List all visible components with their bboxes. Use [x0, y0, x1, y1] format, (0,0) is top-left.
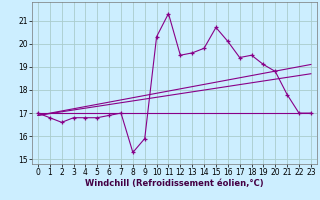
X-axis label: Windchill (Refroidissement éolien,°C): Windchill (Refroidissement éolien,°C): [85, 179, 264, 188]
